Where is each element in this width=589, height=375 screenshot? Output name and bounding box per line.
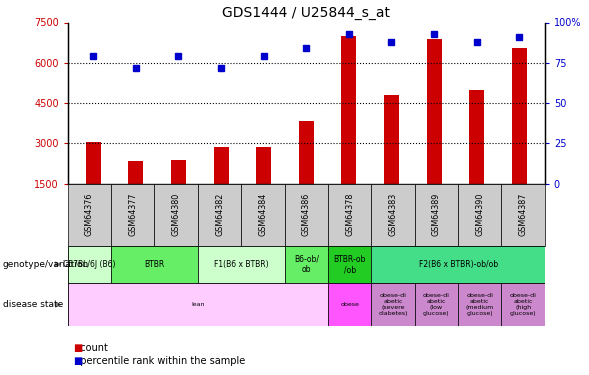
Bar bbox=[458, 283, 501, 326]
Bar bbox=[284, 246, 328, 283]
Text: GSM64384: GSM64384 bbox=[259, 193, 267, 236]
Bar bbox=[501, 283, 545, 326]
Text: count: count bbox=[74, 343, 108, 353]
Bar bbox=[284, 184, 328, 246]
Text: B6-ob/
ob: B6-ob/ ob bbox=[294, 255, 319, 274]
Text: obese-di
abetic
(high
glucose): obese-di abetic (high glucose) bbox=[509, 294, 537, 316]
Bar bbox=[299, 121, 314, 184]
Text: C57BL/6J (B6): C57BL/6J (B6) bbox=[63, 260, 115, 269]
Bar bbox=[328, 184, 371, 246]
Text: F1(B6 x BTBR): F1(B6 x BTBR) bbox=[214, 260, 269, 269]
Text: GSM64377: GSM64377 bbox=[128, 193, 137, 237]
Text: genotype/variation: genotype/variation bbox=[3, 260, 89, 269]
Text: GSM64378: GSM64378 bbox=[345, 193, 354, 236]
Bar bbox=[384, 95, 399, 184]
Text: obese-di
abetic
(low
glucose): obese-di abetic (low glucose) bbox=[423, 294, 450, 316]
Text: lean: lean bbox=[191, 302, 204, 307]
Text: GSM64390: GSM64390 bbox=[475, 193, 484, 236]
Text: BTBR-ob
/ob: BTBR-ob /ob bbox=[333, 255, 366, 274]
Text: GSM64387: GSM64387 bbox=[519, 193, 528, 236]
Text: GSM64386: GSM64386 bbox=[302, 193, 311, 236]
Text: F2(B6 x BTBR)-ob/ob: F2(B6 x BTBR)-ob/ob bbox=[419, 260, 498, 269]
Bar bbox=[328, 283, 371, 326]
Text: GSM64380: GSM64380 bbox=[171, 193, 181, 236]
Bar bbox=[154, 184, 198, 246]
Bar bbox=[68, 184, 111, 246]
Bar bbox=[512, 48, 527, 184]
Bar bbox=[469, 90, 484, 184]
Bar bbox=[415, 184, 458, 246]
Text: ■: ■ bbox=[74, 343, 83, 353]
Title: GDS1444 / U25844_s_at: GDS1444 / U25844_s_at bbox=[222, 6, 391, 20]
Bar bbox=[198, 184, 241, 246]
Text: obese-di
abetic
(severe
diabetes): obese-di abetic (severe diabetes) bbox=[378, 294, 408, 316]
Bar bbox=[371, 283, 415, 326]
Bar bbox=[371, 246, 545, 283]
Bar bbox=[128, 161, 143, 184]
Bar bbox=[214, 147, 229, 184]
Text: GSM64389: GSM64389 bbox=[432, 193, 441, 236]
Bar bbox=[458, 184, 501, 246]
Bar bbox=[111, 184, 154, 246]
Text: ■: ■ bbox=[74, 356, 83, 366]
Text: disease state: disease state bbox=[3, 300, 63, 309]
Bar bbox=[241, 184, 284, 246]
Bar bbox=[328, 246, 371, 283]
Text: obese: obese bbox=[340, 302, 359, 307]
Text: obese-di
abetic
(medium
glucose): obese-di abetic (medium glucose) bbox=[466, 294, 494, 316]
Bar bbox=[198, 246, 284, 283]
Text: percentile rank within the sample: percentile rank within the sample bbox=[74, 356, 245, 366]
Bar bbox=[68, 246, 111, 283]
Text: GSM64376: GSM64376 bbox=[85, 193, 94, 236]
Bar bbox=[342, 36, 356, 184]
Text: BTBR: BTBR bbox=[144, 260, 164, 269]
Bar bbox=[171, 160, 186, 184]
Bar bbox=[501, 184, 545, 246]
Bar bbox=[426, 39, 442, 184]
Bar bbox=[111, 246, 198, 283]
Bar bbox=[68, 283, 328, 326]
Text: GSM64382: GSM64382 bbox=[215, 193, 224, 236]
Bar bbox=[256, 147, 271, 184]
Text: GSM64383: GSM64383 bbox=[389, 193, 398, 236]
Bar bbox=[371, 184, 415, 246]
Bar bbox=[415, 283, 458, 326]
Bar bbox=[86, 142, 101, 184]
